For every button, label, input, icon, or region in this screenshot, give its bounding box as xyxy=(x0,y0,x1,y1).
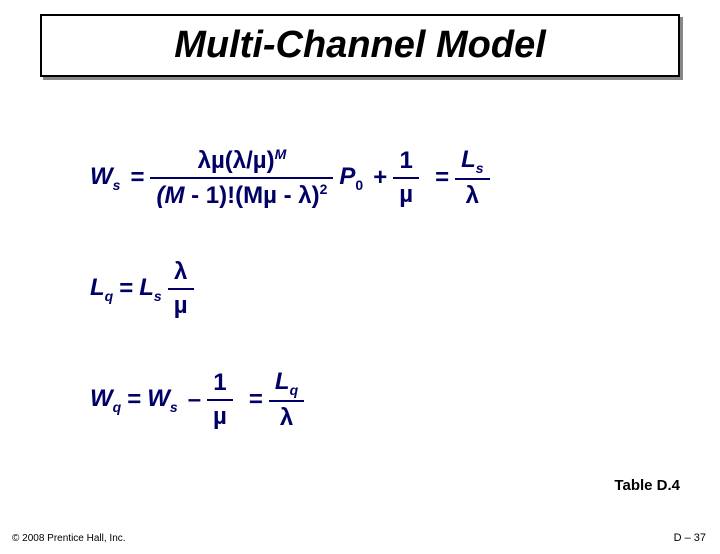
page-number: D – 37 xyxy=(674,532,706,544)
slide-title: Multi-Channel Model xyxy=(42,24,678,67)
ls-num: Ls xyxy=(455,144,489,178)
one-over-mu: 1 µ xyxy=(393,145,419,211)
ls-var: Ls xyxy=(139,274,161,304)
equation-lq: Lq = Ls λ µ xyxy=(90,256,496,322)
table-reference: Table D.4 xyxy=(614,477,680,494)
ls-over-lambda: Ls λ xyxy=(455,144,489,212)
title-box: Multi-Channel Model xyxy=(40,14,680,77)
lq-over-lambda: Lq λ xyxy=(269,366,304,434)
equation-area: Ws = λµ(λ/µ)M (M - 1)!(Mµ - λ)2 P0 + 1 µ… xyxy=(90,144,496,434)
equation-ws: Ws = λµ(λ/µ)M (M - 1)!(Mµ - λ)2 P0 + 1 µ… xyxy=(90,144,496,212)
p0: P0 xyxy=(339,163,363,193)
equals-2: = xyxy=(435,164,449,192)
equals-1: = xyxy=(130,164,144,192)
wq-var: Wq xyxy=(90,385,121,415)
one-over-mu-2: 1 µ xyxy=(207,367,233,433)
ws-main-fraction: λµ(λ/µ)M (M - 1)!(Mµ - λ)2 xyxy=(150,144,333,212)
equals-4: = xyxy=(127,386,141,414)
ws-var: Ws xyxy=(90,163,120,193)
lq-var: Lq xyxy=(90,274,113,304)
copyright-text: © 2008 Prentice Hall, Inc. xyxy=(12,533,126,544)
plus: + xyxy=(373,164,387,192)
equals-3: = xyxy=(119,275,133,303)
lambda-over-mu: λ µ xyxy=(168,256,194,322)
equals-5: = xyxy=(249,386,263,414)
lq-num: Lq xyxy=(269,366,304,400)
equation-wq: Wq = Ws – 1 µ = Lq λ xyxy=(90,366,496,434)
minus: – xyxy=(188,386,201,414)
ws-denominator: (M - 1)!(Mµ - λ)2 xyxy=(150,179,333,212)
ws-var-2: Ws xyxy=(147,385,177,415)
ws-numerator: λµ(λ/µ)M xyxy=(192,144,293,177)
